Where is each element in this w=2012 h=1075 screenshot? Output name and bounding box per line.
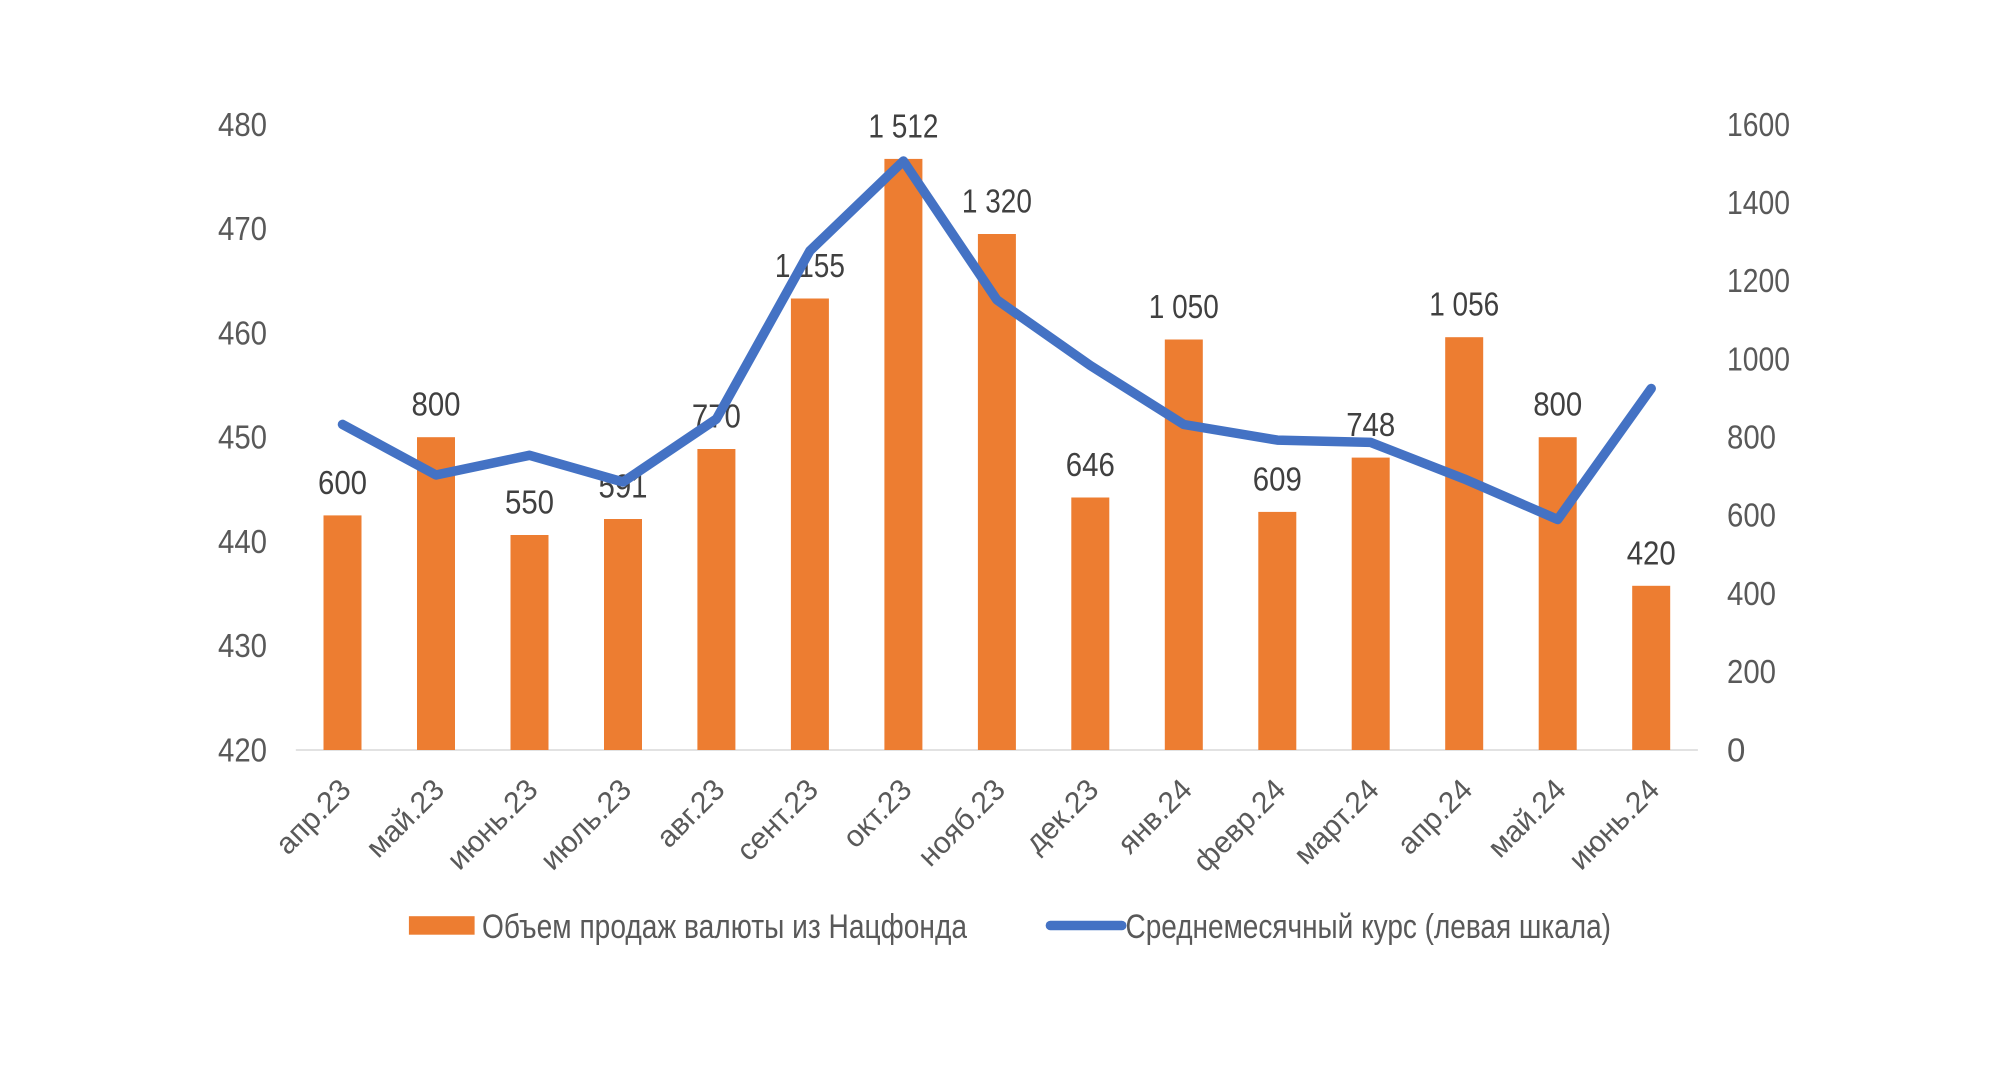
svg-text:460: 460 [218, 314, 267, 351]
svg-text:480: 480 [218, 106, 267, 143]
svg-text:1000: 1000 [1727, 340, 1790, 377]
svg-text:0: 0 [1727, 731, 1745, 768]
svg-text:1200: 1200 [1727, 262, 1790, 299]
svg-text:440: 440 [218, 523, 267, 560]
svg-text:1600: 1600 [1727, 106, 1790, 143]
svg-text:1 056: 1 056 [1429, 286, 1499, 323]
svg-text:1400: 1400 [1727, 184, 1790, 221]
svg-text:450: 450 [218, 419, 267, 456]
svg-text:Среднемесячный курс (левая шка: Среднемесячный курс (левая шкала) [1126, 908, 1612, 946]
svg-text:470: 470 [218, 210, 267, 247]
svg-text:420: 420 [1627, 534, 1676, 571]
svg-text:1 050: 1 050 [1149, 288, 1219, 325]
svg-text:1 320: 1 320 [962, 183, 1032, 220]
svg-text:800: 800 [1533, 386, 1582, 423]
svg-text:400: 400 [1727, 575, 1776, 612]
svg-text:200: 200 [1727, 653, 1776, 690]
svg-text:609: 609 [1253, 460, 1302, 497]
svg-text:748: 748 [1346, 406, 1395, 443]
svg-text:600: 600 [1727, 497, 1776, 534]
svg-text:800: 800 [412, 386, 461, 423]
svg-text:800: 800 [1727, 419, 1776, 456]
svg-text:1 512: 1 512 [868, 107, 938, 144]
svg-text:646: 646 [1066, 446, 1115, 483]
svg-text:Объем продаж валюты из Нацфонд: Объем продаж валюты из Нацфонда [482, 908, 967, 946]
svg-text:550: 550 [505, 484, 554, 521]
svg-text:600: 600 [318, 464, 367, 501]
svg-text:420: 420 [218, 731, 267, 768]
svg-text:430: 430 [218, 627, 267, 664]
